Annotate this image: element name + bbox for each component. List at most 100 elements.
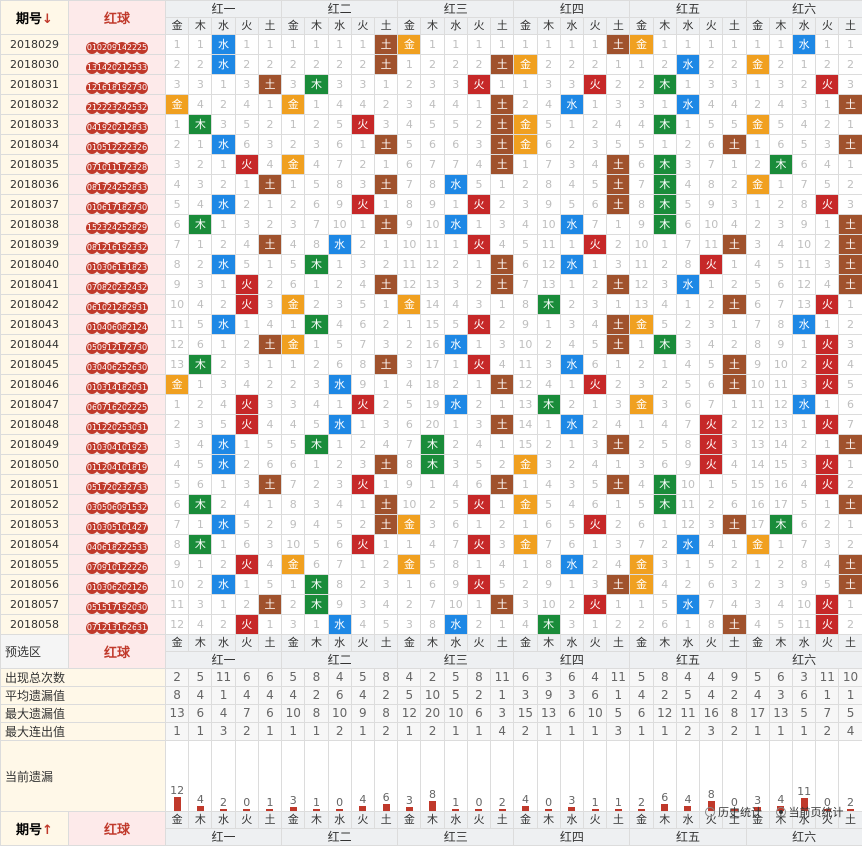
preselect-element-button[interactable]: 金: [166, 635, 189, 652]
preselect-element-button[interactable]: 土: [723, 635, 746, 652]
omission-cell: 9: [398, 215, 421, 235]
preselect-element-button[interactable]: 火: [583, 635, 606, 652]
element-hit-cell: 木: [653, 335, 676, 355]
sort-arrow-icon[interactable]: ↑: [42, 823, 53, 838]
preselect-element-button[interactable]: 金: [514, 635, 537, 652]
preselect-element-button[interactable]: 火: [816, 635, 839, 652]
element-hit-cell: 土: [258, 235, 281, 255]
stat-value: 4: [700, 687, 723, 705]
preselect-element-button[interactable]: 金: [398, 635, 421, 652]
preselect-element-button[interactable]: 金: [630, 635, 653, 652]
preselect-element-button[interactable]: 水: [676, 635, 699, 652]
omission-cell: 4: [189, 295, 212, 315]
stat-value: 10: [328, 705, 351, 723]
element-hit-cell: 土: [607, 195, 630, 215]
omission-cell: 5: [351, 295, 374, 315]
stat-value: 5: [792, 705, 815, 723]
preselect-element-button[interactable]: 火: [351, 635, 374, 652]
element-hit-cell: 金: [514, 55, 537, 75]
preselect-element-button[interactable]: 水: [212, 635, 235, 652]
preselect-element-button[interactable]: 火: [467, 635, 490, 652]
preselect-element-button[interactable]: 土: [258, 635, 281, 652]
omission-cell: 2: [653, 255, 676, 275]
element-hit-cell: 土: [839, 215, 862, 235]
preselect-element-button[interactable]: 木: [305, 635, 328, 652]
top-element-header: 火: [816, 18, 839, 35]
preselect-element-button[interactable]: 水: [444, 635, 467, 652]
omission-cell: 3: [305, 375, 328, 395]
stat-value: 3: [560, 687, 583, 705]
sort-arrow-icon[interactable]: ↓: [42, 12, 53, 27]
omission-cell: 1: [607, 595, 630, 615]
preselect-element-button[interactable]: 土: [607, 635, 630, 652]
stat-value: 10: [839, 669, 862, 687]
preselect-element-button[interactable]: 水: [560, 635, 583, 652]
omission-cell: 1: [258, 195, 281, 215]
current-miss-bar-cell: 6: [653, 741, 676, 812]
omission-cell: 2: [723, 335, 746, 355]
current-miss-value: 3: [561, 794, 583, 807]
element-hit-cell: 金: [746, 115, 769, 135]
omission-cell: 8: [537, 175, 560, 195]
top-element-header: 土: [723, 18, 746, 35]
omission-cell: 2: [467, 275, 490, 295]
omission-cell: 4: [792, 115, 815, 135]
current-miss-bar-cell: 4: [676, 741, 699, 812]
preselect-element-button[interactable]: 木: [653, 635, 676, 652]
preselect-element-button[interactable]: 火: [700, 635, 723, 652]
red-ball: 30: [136, 602, 148, 614]
stat-value: 4: [398, 669, 421, 687]
omission-cell: 1: [560, 575, 583, 595]
current-miss-bar-cell: 4: [769, 741, 792, 812]
red-ball: 33: [136, 122, 148, 134]
element-hit-cell: 火: [700, 455, 723, 475]
preselect-element-button[interactable]: 火: [235, 635, 258, 652]
stat-value: 1: [258, 723, 281, 741]
omission-cell: 4: [607, 415, 630, 435]
period-cell: 2018035: [1, 155, 69, 175]
current-miss-bar: [197, 806, 204, 811]
omission-cell: 2: [839, 55, 862, 75]
current-miss-bar-cell: 1: [583, 741, 606, 812]
element-hit-cell: 火: [816, 355, 839, 375]
red-balls-cell: 010406082124: [69, 315, 166, 335]
preselect-element-button[interactable]: 木: [769, 635, 792, 652]
bottom-period-header[interactable]: 期号↑: [1, 812, 69, 846]
current-page-stats-option[interactable]: 当前页统计: [776, 806, 844, 819]
stat-value: 5: [351, 669, 374, 687]
preselect-element-button[interactable]: 金: [746, 635, 769, 652]
element-hit-cell: 土: [374, 35, 397, 55]
preselect-element-button[interactable]: 金: [282, 635, 305, 652]
red-ball: 26: [136, 142, 148, 154]
omission-cell: 2: [305, 115, 328, 135]
preselect-element-button[interactable]: 木: [537, 635, 560, 652]
omission-cell: 4: [583, 455, 606, 475]
history-stats-option[interactable]: 历史统计: [705, 806, 762, 819]
preselect-element-button[interactable]: 水: [792, 635, 815, 652]
preselect-element-button[interactable]: 土: [374, 635, 397, 652]
omission-cell: 1: [537, 315, 560, 335]
current-page-radio-icon[interactable]: [776, 807, 786, 817]
element-hit-cell: 土: [839, 575, 862, 595]
omission-cell: 5: [514, 235, 537, 255]
element-hit-cell: 水: [212, 35, 235, 55]
stat-value: 5: [398, 687, 421, 705]
preselect-element-button[interactable]: 土: [839, 635, 862, 652]
preselect-element-button[interactable]: 木: [421, 635, 444, 652]
omission-cell: 3: [421, 515, 444, 535]
omission-cell: 8: [444, 555, 467, 575]
preselect-element-button[interactable]: 木: [189, 635, 212, 652]
omission-cell: 6: [328, 355, 351, 375]
omission-cell: 1: [607, 355, 630, 375]
history-radio-icon[interactable]: [705, 807, 715, 817]
top-period-header[interactable]: 期号↓: [1, 1, 69, 35]
preselect-element-button[interactable]: 水: [328, 635, 351, 652]
omission-cell: 3: [583, 435, 606, 455]
omission-cell: 5: [746, 275, 769, 295]
preselect-element-button[interactable]: 土: [491, 635, 514, 652]
omission-cell: 3: [746, 595, 769, 615]
omission-cell: 2: [491, 455, 514, 475]
omission-cell: 1: [792, 55, 815, 75]
